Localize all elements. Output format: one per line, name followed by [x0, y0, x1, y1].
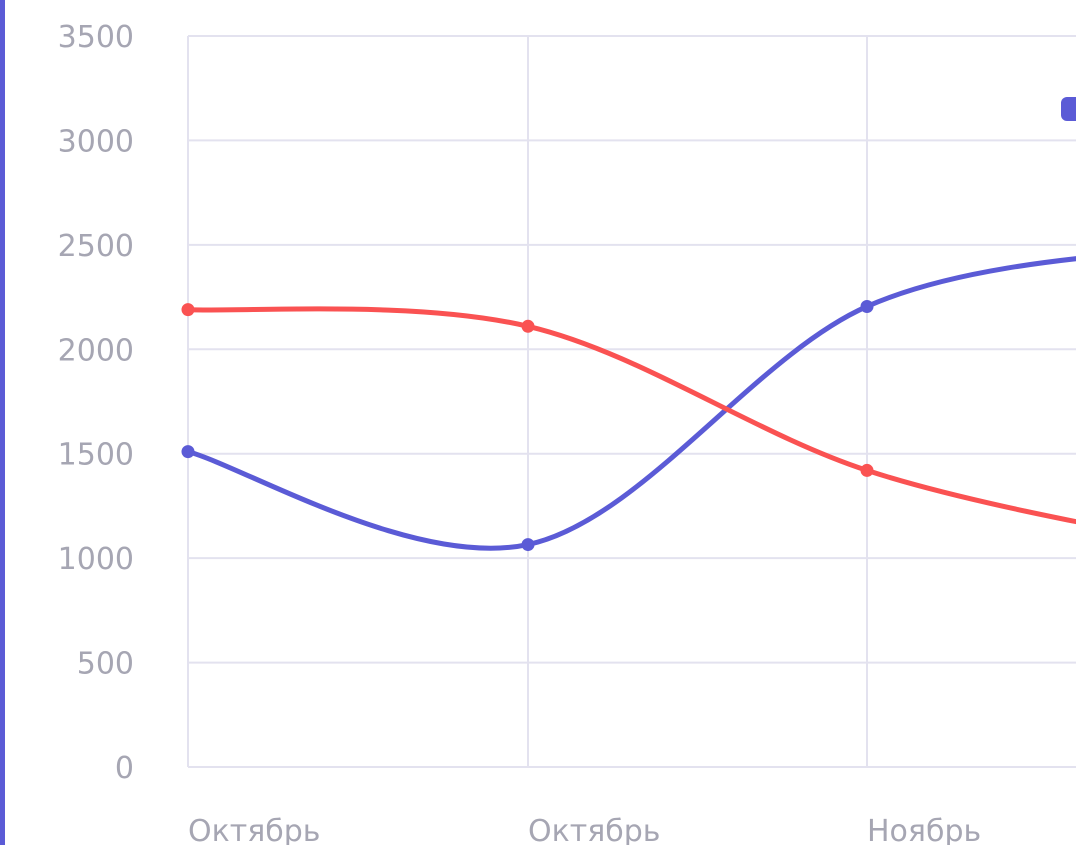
- data-point[interactable]: [860, 463, 874, 477]
- y-tick-label: 3500: [58, 20, 134, 55]
- grid-lines: [187, 35, 1076, 768]
- x-tick-label: Ноябрь: [867, 814, 981, 845]
- series-line-0: [185, 256, 1076, 551]
- y-tick-label: 2000: [58, 333, 134, 368]
- y-tick-label: 500: [77, 647, 134, 682]
- x-tick-label: Октябрь: [528, 814, 660, 845]
- y-tick-label: 3000: [58, 124, 134, 159]
- legend-marker[interactable]: [1061, 97, 1076, 121]
- series-line-1: [185, 306, 1076, 525]
- y-tick-label: 1000: [58, 542, 134, 577]
- left-accent-border: [0, 0, 5, 845]
- legend: [1061, 97, 1076, 121]
- y-axis-ticks: 0 500 1000 1500 2000 2500 3000 3500: [58, 20, 134, 786]
- series-lines: [185, 256, 1076, 551]
- x-axis-ticks: Октябрь Октябрь Ноябрь: [188, 814, 981, 845]
- data-point[interactable]: [860, 299, 874, 313]
- data-point[interactable]: [181, 445, 195, 459]
- x-tick-label: Октябрь: [188, 814, 320, 845]
- series-points: [181, 299, 874, 552]
- y-tick-label: 0: [115, 751, 134, 786]
- y-tick-label: 2500: [58, 229, 134, 264]
- data-point[interactable]: [181, 303, 195, 317]
- data-point[interactable]: [521, 538, 535, 552]
- y-tick-label: 1500: [58, 438, 134, 473]
- data-point[interactable]: [521, 319, 535, 333]
